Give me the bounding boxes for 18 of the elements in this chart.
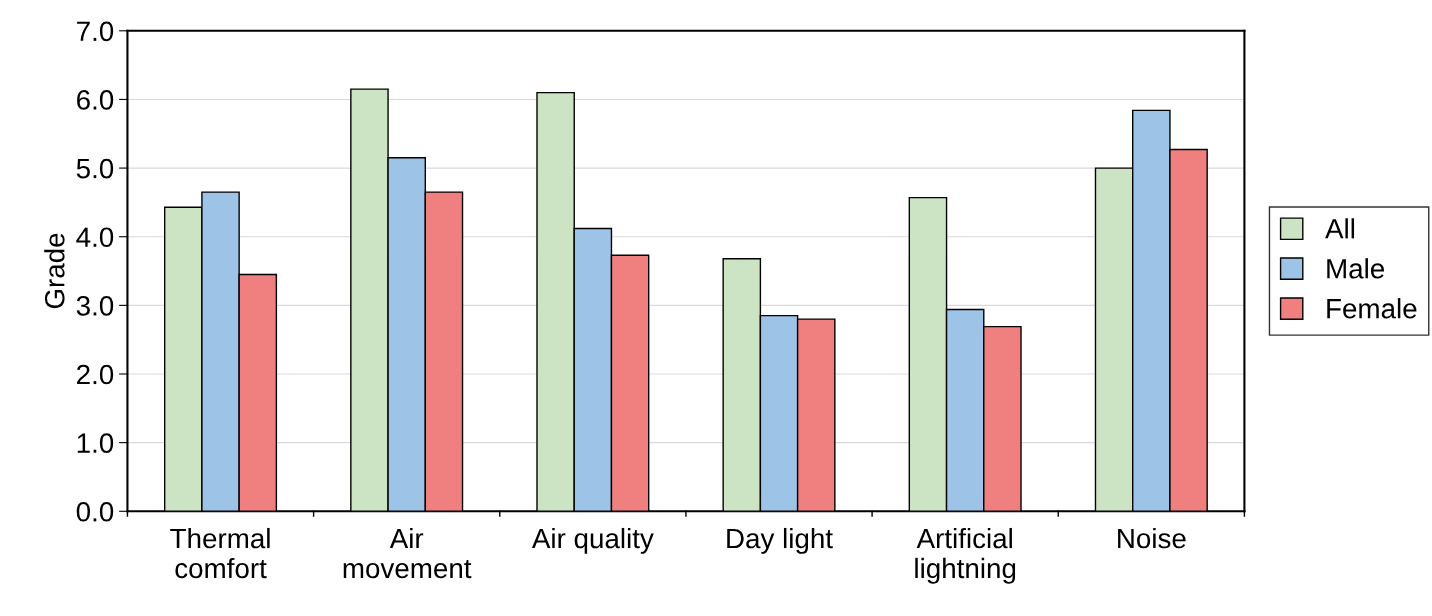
x-tick-label: Air movement <box>343 527 472 579</box>
y-tick-label: 7.0 <box>77 21 114 42</box>
y-axis-title: Grade <box>44 233 65 309</box>
legend-label: Male <box>1327 258 1384 279</box>
y-tick-label: 3.0 <box>76 296 114 316</box>
y-tick-label: 4.0 <box>76 227 114 248</box>
y-tick-label: 5.0 <box>76 158 114 179</box>
y-tick-label: 2.0 <box>77 364 114 385</box>
x-tick-label: Artificial lightning <box>915 527 1016 584</box>
x-tick-label: Day light <box>727 527 833 554</box>
y-tick-label: 1.0 <box>77 433 114 453</box>
y-tick-label: 0.0 <box>76 501 114 522</box>
x-tick-label: Thermal comfort <box>170 527 270 579</box>
legend-label: All <box>1325 218 1355 239</box>
x-tick-label: Noise <box>1118 527 1186 549</box>
y-tick-label: 6.0 <box>77 90 114 110</box>
x-tick-label: Air quality <box>531 527 654 554</box>
legend-label: Female <box>1327 298 1417 319</box>
